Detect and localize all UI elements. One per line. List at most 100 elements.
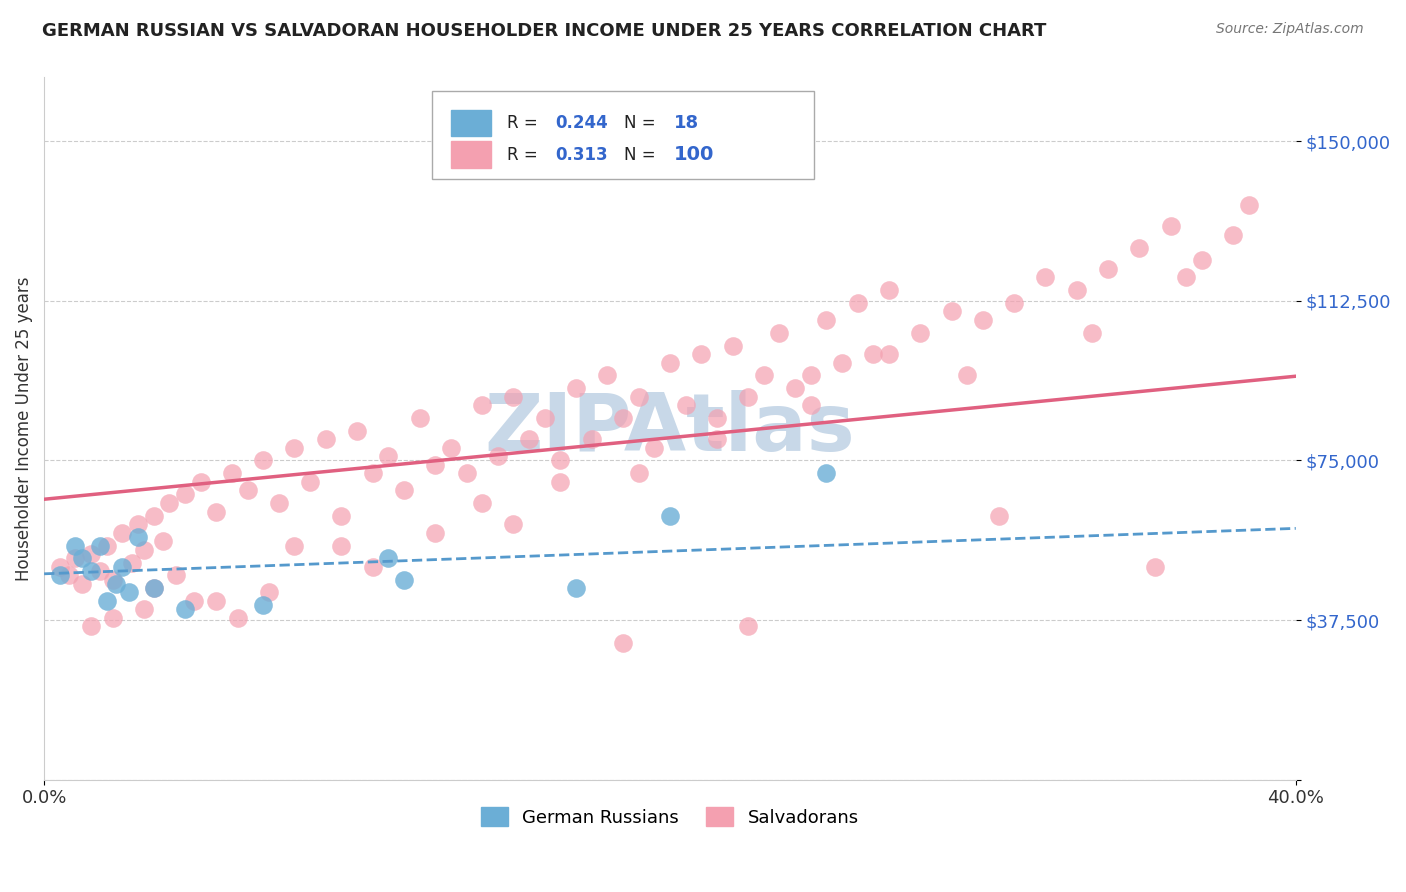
Point (612, 636, 634, 650)
Point (956, 368, 979, 383)
Point (1097, 262, 1119, 277)
Point (815, 313, 838, 327)
Point (142, 508, 165, 523)
Point (70, 551, 93, 566)
Point (471, 496, 494, 510)
Point (1066, 283, 1088, 297)
Point (58, 568, 80, 582)
Point (1237, 198, 1260, 212)
Point (690, 347, 713, 361)
Point (174, 487, 197, 501)
Point (152, 534, 174, 549)
Point (425, 458, 447, 472)
Point (236, 483, 259, 498)
Point (346, 424, 368, 438)
Text: 18: 18 (673, 114, 699, 132)
Point (565, 581, 588, 595)
Point (752, 368, 775, 383)
Point (440, 441, 463, 455)
Point (96, 594, 118, 608)
Point (1160, 219, 1182, 234)
Point (392, 573, 415, 587)
Point (502, 390, 524, 404)
Point (111, 525, 134, 540)
Point (1222, 227, 1244, 242)
Point (205, 594, 228, 608)
Point (221, 467, 243, 481)
Bar (451, 110, 491, 136)
Point (658, 355, 681, 369)
Point (877, 283, 900, 297)
Point (283, 539, 305, 553)
Point (134, 602, 156, 616)
Point (643, 441, 665, 455)
Point (1128, 241, 1150, 255)
Point (737, 619, 759, 633)
Point (737, 390, 759, 404)
Point (299, 475, 322, 489)
Point (121, 556, 143, 570)
Text: ZIPAtlas: ZIPAtlas (485, 390, 855, 467)
Point (1175, 270, 1198, 285)
Point (596, 368, 619, 383)
Point (987, 508, 1010, 523)
Point (1143, 559, 1166, 574)
Point (190, 475, 212, 489)
Point (658, 508, 681, 523)
Point (259, 585, 281, 599)
Text: GERMAN RUSSIAN VS SALVADORAN HOUSEHOLDER INCOME UNDER 25 YEARS CORRELATION CHART: GERMAN RUSSIAN VS SALVADORAN HOUSEHOLDER… (42, 22, 1046, 40)
Point (117, 585, 139, 599)
Text: 0.313: 0.313 (555, 145, 607, 163)
Point (612, 410, 634, 425)
Point (862, 347, 884, 361)
Point (877, 347, 900, 361)
Point (226, 611, 249, 625)
Point (105, 577, 128, 591)
Point (706, 410, 728, 425)
Point (142, 581, 165, 595)
Point (101, 573, 124, 587)
Point (80, 619, 103, 633)
Point (1002, 296, 1025, 310)
Point (377, 551, 399, 566)
Text: R =: R = (508, 114, 543, 132)
Point (706, 432, 728, 446)
Point (408, 410, 430, 425)
Point (80, 564, 103, 578)
Point (486, 449, 509, 463)
Point (96, 539, 118, 553)
Point (846, 296, 869, 310)
Point (1081, 326, 1104, 340)
Text: Source: ZipAtlas.com: Source: ZipAtlas.com (1216, 22, 1364, 37)
Point (361, 559, 384, 574)
Point (425, 525, 447, 540)
Point (533, 410, 555, 425)
Text: 100: 100 (673, 145, 714, 164)
Point (800, 398, 823, 412)
Point (550, 475, 572, 489)
Point (65, 539, 87, 553)
Point (392, 483, 415, 498)
Point (565, 381, 588, 395)
Point (252, 453, 274, 467)
Point (330, 539, 353, 553)
Point (627, 390, 650, 404)
Point (330, 508, 353, 523)
Point (111, 559, 134, 574)
Point (174, 602, 197, 616)
Point (127, 530, 149, 544)
Point (70, 577, 93, 591)
Point (831, 355, 853, 369)
Point (267, 496, 290, 510)
Point (157, 496, 180, 510)
Point (1035, 270, 1057, 285)
Point (800, 368, 823, 383)
Point (815, 467, 838, 481)
Point (134, 542, 156, 557)
Point (283, 441, 305, 455)
Point (142, 581, 165, 595)
Point (972, 313, 994, 327)
Text: N =: N = (624, 114, 661, 132)
Point (89, 539, 111, 553)
Point (315, 432, 337, 446)
